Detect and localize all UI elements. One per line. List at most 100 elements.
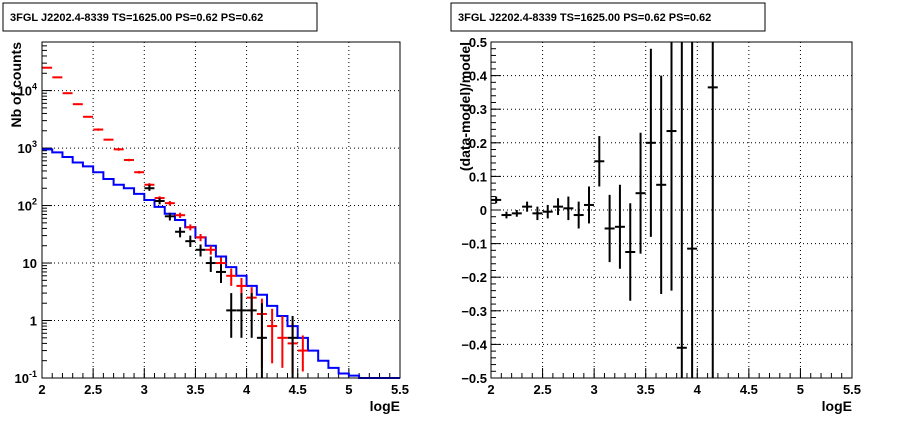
right-x-tick-label: 5 <box>797 382 804 397</box>
right-residual-point <box>553 198 564 216</box>
left-red-data-point <box>42 66 53 69</box>
right-x-tick-label: 2 <box>487 382 494 397</box>
right-y-tick-label: 0.4 <box>469 69 488 84</box>
left-black-data-point <box>246 293 257 338</box>
right-residual-point <box>594 136 605 187</box>
left-red-data-point <box>93 128 104 131</box>
left-x-tick-label: 2 <box>38 382 45 397</box>
right-residual-point <box>666 42 677 291</box>
right-y-tick-label: −0.3 <box>461 304 487 319</box>
left-x-tick-label: 5.5 <box>391 382 409 397</box>
left-red-data-point <box>113 148 124 151</box>
left-red-data-point <box>175 212 186 218</box>
left-chart-title: 3FGL J2202.4-8339 TS=1625.00 PS=0.62 PS=… <box>10 12 263 24</box>
left-y-tick-label: 1 <box>30 314 37 329</box>
right-y-tick-label: −0.4 <box>461 337 487 352</box>
right-residual-point <box>604 194 615 263</box>
left-x-axis-title: logE <box>370 398 400 414</box>
left-red-data-point <box>195 233 206 242</box>
right-residual-point <box>676 42 687 378</box>
right-y-tick-label: 0.2 <box>469 136 487 151</box>
right-y-tick-label: 0.3 <box>469 102 487 117</box>
left-black-data-point <box>154 198 165 205</box>
right-title-box <box>450 2 766 32</box>
left-black-data-point <box>216 264 226 283</box>
right-residual-point <box>656 75 667 294</box>
right-y-tick-label: −0.2 <box>461 270 487 285</box>
left-black-data-point <box>195 244 206 257</box>
right-y-tick-label: −0.5 <box>461 371 487 386</box>
right-residual-point <box>532 206 543 221</box>
left-y-tick-label: 103 <box>18 139 37 156</box>
right-x-tick-label: 3 <box>591 382 598 397</box>
right-y-tick-label: 0.1 <box>469 169 487 184</box>
left-red-data-point <box>277 315 288 368</box>
right-x-tick-label: 2.5 <box>534 382 552 397</box>
right-chart-title: 3FGL J2202.4-8339 TS=1625.00 PS=0.62 PS=… <box>458 12 711 24</box>
left-red-data-point <box>205 245 216 255</box>
right-panel-residuals: 2 2.5 3 3.5 4 4.5 5 5.5 −0.5 −0.4 −0.3 −0.2 −0.1 0 0.1… <box>450 2 861 414</box>
right-residual-point <box>645 48 656 237</box>
left-x-tick-label: 4.5 <box>289 382 307 397</box>
left-x-tick-label: 2.5 <box>84 382 102 397</box>
right-residual-point <box>625 203 636 301</box>
left-red-data-point <box>123 158 134 162</box>
right-residual-point <box>542 204 553 219</box>
left-red-data-point <box>103 138 114 141</box>
left-y-axis-title: Nb of counts <box>8 42 24 128</box>
left-red-data-point <box>185 224 196 231</box>
left-red-data-point <box>52 76 63 79</box>
left-red-data-point <box>72 103 83 106</box>
left-red-data-point <box>297 335 308 372</box>
left-x-tick-label: 3 <box>141 382 148 397</box>
right-residual-point <box>511 210 522 217</box>
right-x-tick-label: 5.5 <box>843 382 861 397</box>
left-black-data-point <box>287 315 298 378</box>
right-y-axis-title: (data-model)/model <box>457 42 473 171</box>
left-x-tick-label: 4 <box>243 382 251 397</box>
left-black-data-point <box>256 303 267 378</box>
right-y-tick-label: 0.5 <box>469 35 487 50</box>
right-residual-point <box>707 42 718 378</box>
left-black-data-point <box>226 293 237 338</box>
right-y-tick-label: 0 <box>480 203 487 218</box>
left-x-tick-label: 5 <box>345 382 352 397</box>
right-plot-frame <box>490 41 853 379</box>
left-black-data-point <box>144 184 155 191</box>
right-residual-point <box>522 201 533 212</box>
left-black-data-point <box>175 227 186 238</box>
left-plot-area <box>42 42 400 378</box>
right-residual-point <box>635 132 646 254</box>
right-residual-point <box>583 186 594 224</box>
left-plot-frame <box>41 41 401 379</box>
right-x-tick-label: 3.5 <box>637 382 655 397</box>
left-x-tick-label: 3.5 <box>186 382 204 397</box>
left-red-data-point <box>164 200 175 206</box>
right-x-tick-label: 4 <box>694 382 702 397</box>
left-black-data-point <box>185 235 196 248</box>
right-residual-point <box>563 196 574 221</box>
right-residual-point <box>573 201 584 229</box>
left-panel-counts: 2 2.5 3 3.5 4 4.5 5 5.5 10-1 1 10 102 103 104 logE Nb o… <box>2 2 409 414</box>
left-y-tick-label: 10-1 <box>15 369 37 386</box>
right-x-axis-title: logE <box>822 398 852 414</box>
left-black-data-point <box>164 212 175 221</box>
left-black-data-point <box>236 293 247 338</box>
left-black-data-point <box>205 256 216 272</box>
left-red-data-point <box>134 170 145 174</box>
right-residual-point <box>614 184 625 269</box>
right-y-tick-label: −0.1 <box>461 237 487 252</box>
left-model-histogram-line <box>42 148 400 379</box>
left-y-tick-label: 10 <box>23 256 37 271</box>
right-residual-point <box>501 211 512 219</box>
left-red-data-point <box>62 92 73 95</box>
right-residual-point <box>687 42 698 378</box>
left-red-data-point <box>226 268 237 286</box>
right-residual-point <box>491 196 502 204</box>
right-x-tick-label: 4.5 <box>740 382 758 397</box>
left-y-tick-label: 104 <box>18 82 37 99</box>
left-title-box <box>2 2 318 32</box>
left-red-data-point <box>83 115 94 118</box>
left-y-tick-label: 102 <box>18 197 37 214</box>
